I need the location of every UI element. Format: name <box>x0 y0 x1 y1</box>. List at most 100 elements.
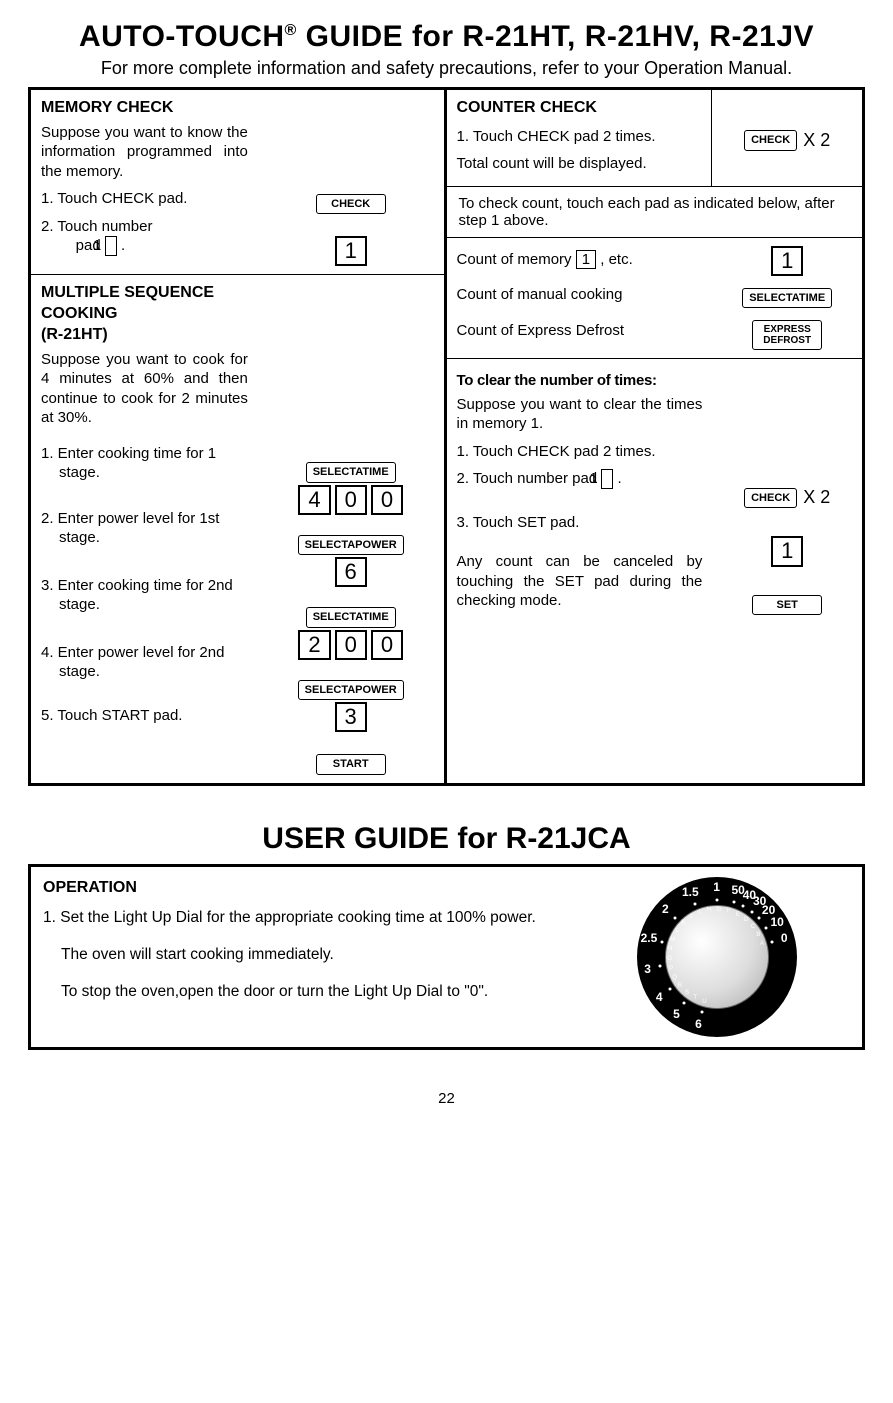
counter-total: Total count will be displayed. <box>457 154 702 174</box>
x2-label-2: X 2 <box>803 487 830 508</box>
dial-tick-label: 3 <box>644 962 651 976</box>
selectapower-button-2[interactable]: SELECTAPOWER <box>298 680 404 700</box>
dial-tick-dot <box>682 1002 685 1005</box>
digit-2[interactable]: 2 <box>298 630 330 660</box>
dial-tick-dot <box>715 898 718 901</box>
multi-sequence-section: MULTIPLE SEQUENCE COOKING (R-21HT) Suppo… <box>31 275 444 782</box>
dial-tick-dot <box>750 910 753 913</box>
memory-check-buttons: CHECK 1 <box>258 90 444 274</box>
multi-heading: MULTIPLE SEQUENCE COOKING (R-21HT) <box>41 283 248 345</box>
number-1-button-2[interactable]: 1 <box>771 246 803 276</box>
dial-container: 0102030405011.522.53456ABCDEFGHIJKLMNOPQ… <box>571 867 862 1047</box>
light-up-dial[interactable]: 0102030405011.522.53456ABCDEFGHIJKLMNOPQ… <box>637 877 797 1037</box>
digit-0a[interactable]: 0 <box>335 485 367 515</box>
express-defrost-button[interactable]: EXPRESS DEFROST <box>752 320 822 350</box>
digit-3[interactable]: 3 <box>335 702 367 732</box>
check-button-3[interactable]: CHECK <box>744 488 797 508</box>
user-guide-title: USER GUIDE for R-21JCA <box>28 822 865 856</box>
dial-letter: U <box>702 999 706 1005</box>
dial-letter: D <box>744 917 748 923</box>
dial-letter: N <box>668 946 672 952</box>
counts-buttons: 1 SELECTATIME EXPRESS DEFROST <box>712 238 862 358</box>
multi-step-4: 4. Enter power level for 2nd stage. <box>41 643 248 682</box>
count-memory: Count of memory 1 , etc. <box>457 250 703 270</box>
dial-tick-label: 1.5 <box>682 885 699 899</box>
count-express: Count of Express Defrost <box>457 321 703 341</box>
dial-tick-label: 6 <box>695 1017 702 1031</box>
stage1-time-group: SELECTATIME 4 0 0 <box>298 462 403 514</box>
dial-letter: J <box>689 914 692 920</box>
clear-times-section: To clear the number of times: Suppose yo… <box>447 359 863 647</box>
operation-p2: The oven will start cooking immediately. <box>61 945 559 966</box>
registered-mark: ® <box>285 22 297 39</box>
dial-tick-dot <box>673 916 676 919</box>
dial-tick-label: 2.5 <box>641 931 658 945</box>
selectatime-button-1[interactable]: SELECTATIME <box>306 462 396 482</box>
dial-tick-dot <box>757 917 760 920</box>
counts-text: Count of memory 1 , etc. Count of manual… <box>447 238 713 358</box>
memory-step-1: 1. Touch CHECK pad. <box>41 189 248 209</box>
operation-box: OPERATION 1. Set the Light Up Dial for t… <box>28 864 865 1050</box>
selectatime-button-3[interactable]: SELECTATIME <box>742 288 832 308</box>
check-button[interactable]: CHECK <box>316 194 386 214</box>
clear-heading: To clear the number of times: <box>457 371 703 391</box>
multi-step-1: 1. Enter cooking time for 1 stage. <box>41 444 248 483</box>
selectapower-button-1[interactable]: SELECTAPOWER <box>298 535 404 555</box>
clear-step-2: 2. Touch number pad 1 . <box>457 469 703 489</box>
digit-0d[interactable]: 0 <box>371 630 403 660</box>
main-title: AUTO-TOUCH® GUIDE for R-21HT, R-21HV, R-… <box>28 20 865 54</box>
dial-letter: C <box>751 924 755 930</box>
dial-tick-dot <box>668 988 671 991</box>
dial-tick-dot <box>660 940 663 943</box>
dial-tick-dot <box>694 902 697 905</box>
clear-buttons: CHECK X 2 1 SET <box>712 359 862 647</box>
check-x2-row-2: CHECK X 2 <box>744 487 830 508</box>
stage1-power-group: SELECTAPOWER 6 <box>298 535 404 587</box>
dial-tick-label: 5 <box>673 1007 680 1021</box>
dial-tick-dot <box>659 965 662 968</box>
multi-intro: Suppose you want to cook for 4 minutes a… <box>41 350 248 428</box>
dial-letter: B <box>756 932 760 938</box>
dial-letter: T <box>693 995 697 1001</box>
memory-check-text: MEMORY CHECK Suppose you want to know th… <box>31 90 258 274</box>
counter-buttons: CHECK X 2 <box>712 90 862 186</box>
stage2-power-group: SELECTAPOWER 3 <box>298 680 404 732</box>
dial-letter: R <box>678 983 682 989</box>
digit-0c[interactable]: 0 <box>335 630 367 660</box>
digit-4[interactable]: 4 <box>298 485 330 515</box>
digit-0b[interactable]: 0 <box>371 485 403 515</box>
memory-check-intro: Suppose you want to know the information… <box>41 123 248 182</box>
start-button[interactable]: START <box>316 754 386 774</box>
counter-step-1: 1. Touch CHECK pad 2 times. <box>457 127 702 147</box>
counter-text: COUNTER CHECK 1. Touch CHECK pad 2 times… <box>447 90 713 186</box>
dial-letter: A <box>760 941 764 947</box>
counter-check-top: COUNTER CHECK 1. Touch CHECK pad 2 times… <box>447 90 863 187</box>
stage2-time-group: SELECTATIME 2 0 0 <box>298 607 403 659</box>
dial-tick-label: 50 <box>732 883 745 897</box>
counter-note: To check count, touch each pad as indica… <box>447 187 863 238</box>
dial-knob <box>665 905 769 1009</box>
multi-step-2: 2. Enter power level for 1st stage. <box>41 509 248 548</box>
digit-6[interactable]: 6 <box>335 557 367 587</box>
title-suffix: GUIDE for R-21HT, R-21HV, R-21JV <box>297 20 814 53</box>
dial-letter: M <box>670 937 675 943</box>
auto-touch-guide-box: MEMORY CHECK Suppose you want to know th… <box>28 87 865 786</box>
clear-step-3: 3. Touch SET pad. <box>457 513 703 533</box>
dial-tick-dot <box>764 927 767 930</box>
memory-step-2: 2. Touch number pad 1 . <box>41 217 248 256</box>
number-1-button-3[interactable]: 1 <box>771 536 803 566</box>
dial-tick-label: 2 <box>662 902 669 916</box>
memory-check-section: MEMORY CHECK Suppose you want to know th… <box>31 90 444 275</box>
set-button[interactable]: SET <box>752 595 822 615</box>
page-number: 22 <box>28 1090 865 1107</box>
number-1-button[interactable]: 1 <box>335 236 367 266</box>
subtitle: For more complete information and safety… <box>28 58 865 79</box>
dial-tick-label: 4 <box>656 990 663 1004</box>
check-button-2[interactable]: CHECK <box>744 130 797 150</box>
counts-list-section: Count of memory 1 , etc. Count of manual… <box>447 238 863 359</box>
dial-letter: E <box>736 912 740 918</box>
inline-number-1: 1 <box>105 236 117 255</box>
operation-step-1: 1. Set the Light Up Dial for the appropr… <box>43 908 559 929</box>
selectatime-button-2[interactable]: SELECTATIME <box>306 607 396 627</box>
dial-letter: P <box>669 966 673 972</box>
